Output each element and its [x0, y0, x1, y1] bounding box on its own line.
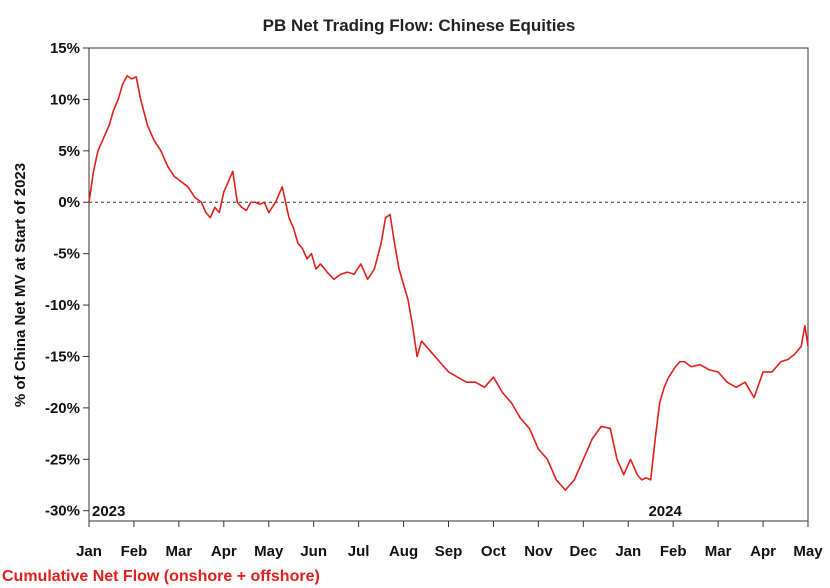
- x-tick-label: Feb: [121, 543, 148, 560]
- series-group: [88, 74, 809, 491]
- y-tick-label: 0%: [58, 194, 80, 211]
- y-tick-label: -15%: [45, 348, 80, 365]
- y-tick-label: -5%: [53, 246, 80, 263]
- x-axis: Jan Feb Mar Apr May Jun Jul Aug Sep Oct Nov Dec Jan F…: [76, 521, 823, 560]
- x-tick-label: Sep: [435, 543, 463, 560]
- y-tick-label: -20%: [45, 400, 80, 417]
- plot-frame: [88, 47, 809, 522]
- y-axis: 15% 10% 5% 0% -5% -10% -15% -20% -25% -30%: [45, 40, 89, 520]
- x-tick-label: Nov: [524, 543, 553, 560]
- x-tick-label: Mar: [166, 543, 193, 560]
- x-tick-label: Mar: [705, 543, 732, 560]
- x-tick-label: Jun: [300, 543, 327, 560]
- legend-entry: Cumulative Net Flow (onshore + offshore): [2, 568, 320, 585]
- y-tick-label: -25%: [45, 451, 80, 468]
- x-tick-label: Jan: [615, 543, 641, 560]
- x-tick-label: Apr: [750, 543, 776, 560]
- y-tick-label: 10%: [50, 91, 80, 108]
- series-line-cumulative-net-flow: [88, 74, 809, 491]
- x-tick-label: Feb: [660, 543, 687, 560]
- x-tick-label: Jul: [348, 543, 370, 560]
- y-tick-label: 15%: [50, 40, 80, 57]
- x-tick-label: Apr: [211, 543, 237, 560]
- x-tick-label: Oct: [481, 543, 506, 560]
- y-tick-label: -30%: [45, 503, 80, 520]
- x-tick-label: May: [793, 543, 823, 560]
- y-tick-label: 5%: [58, 143, 80, 160]
- y-tick-label: -10%: [45, 297, 80, 314]
- x-tick-label: Jan: [76, 543, 102, 560]
- x-tick-label: May: [254, 543, 284, 560]
- year-label-2023: 2023: [92, 503, 125, 520]
- x-tick-label: Aug: [389, 543, 418, 560]
- chart-title: PB Net Trading Flow: Chinese Equities: [263, 16, 576, 35]
- x-tick-label: Dec: [570, 543, 598, 560]
- year-label-2024: 2024: [648, 503, 682, 520]
- y-axis-label: % of China Net MV at Start of 2023: [12, 163, 29, 407]
